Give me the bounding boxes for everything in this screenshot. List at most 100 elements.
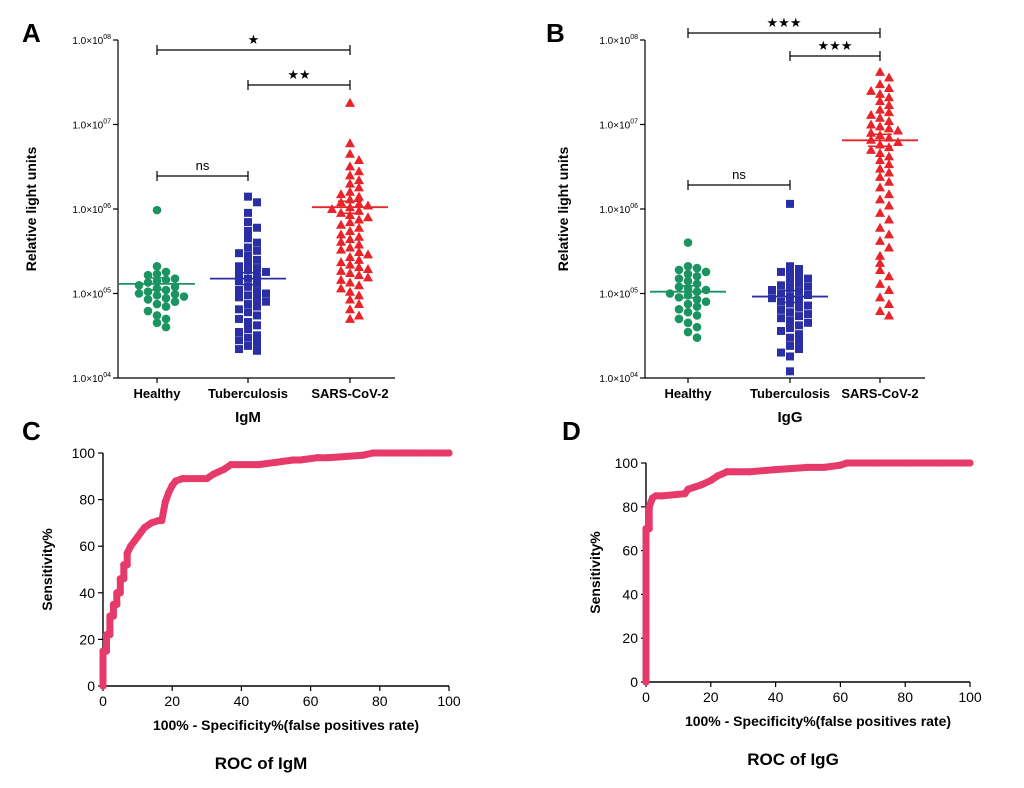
roc-point xyxy=(106,631,114,639)
point-tuberculosis xyxy=(786,199,794,208)
point-healthy xyxy=(161,275,171,285)
point-sars-cov-2 xyxy=(354,299,364,309)
point-healthy xyxy=(170,289,180,299)
point-healthy xyxy=(674,305,684,314)
x-tick-label: 100 xyxy=(958,689,982,705)
roc-point xyxy=(313,454,322,462)
roc-point xyxy=(113,600,121,609)
y-tick-base: 1.0×10 xyxy=(599,121,630,132)
panel-d-igg-roc: 0 20 40 60 80 100 0 20 40 60 80 100 Sensitivity% 100%… xyxy=(587,455,982,769)
roc-point xyxy=(172,477,180,485)
group-label-1: Tuberculosis xyxy=(208,386,288,401)
x-tick-label: 80 xyxy=(372,693,388,709)
point-sars-cov-2 xyxy=(345,277,355,287)
roc-point xyxy=(109,612,117,620)
y-tick-base: 1.0×10 xyxy=(72,205,103,216)
point-sars-cov-2 xyxy=(884,285,894,295)
point-sars-cov-2 xyxy=(893,125,903,135)
point-sars-cov-2 xyxy=(345,217,355,227)
y-tick-exponent: 04 xyxy=(630,372,638,379)
roc-curve xyxy=(642,459,974,686)
x-axis-title: IgG xyxy=(778,409,803,426)
roc-point xyxy=(324,454,332,462)
point-sars-cov-2 xyxy=(875,207,885,217)
y-tick-label: 60 xyxy=(79,538,95,554)
y-tick-base: 1.0×10 xyxy=(599,36,630,47)
y-tick-exponent: 07 xyxy=(103,119,111,126)
point-sars-cov-2 xyxy=(354,182,364,192)
roc-point xyxy=(843,459,851,467)
point-sars-cov-2 xyxy=(866,85,876,95)
roc-point xyxy=(713,472,721,480)
y-tick-label: 20 xyxy=(622,630,638,646)
point-sars-cov-2 xyxy=(875,79,885,89)
y-tick-base: 1.0×10 xyxy=(599,205,630,216)
point-sars-cov-2 xyxy=(884,167,894,177)
y-tick-label: 80 xyxy=(79,492,95,508)
y-tick-base: 1.0×10 xyxy=(599,374,630,385)
point-tuberculosis xyxy=(253,346,261,355)
point-tuberculosis xyxy=(804,274,812,283)
point-healthy xyxy=(152,311,162,320)
y-tick-label: 20 xyxy=(79,631,95,647)
point-tuberculosis xyxy=(244,333,252,342)
point-healthy xyxy=(152,318,162,328)
point-tuberculosis xyxy=(777,326,785,335)
roc-point xyxy=(116,589,124,597)
point-tuberculosis xyxy=(804,301,812,310)
point-sars-cov-2 xyxy=(875,95,885,105)
point-healthy xyxy=(143,287,153,297)
point-sars-cov-2 xyxy=(336,283,346,293)
point-sars-cov-2 xyxy=(875,121,885,131)
point-sars-cov-2 xyxy=(875,257,885,267)
point-tuberculosis xyxy=(235,249,243,258)
point-sars-cov-2 xyxy=(336,236,346,246)
y-tick-exponent: 08 xyxy=(103,34,111,41)
point-healthy xyxy=(692,333,702,342)
point-tuberculosis xyxy=(786,352,794,361)
y-tick-exponent: 08 xyxy=(630,34,638,41)
point-tuberculosis xyxy=(235,293,243,302)
point-tuberculosis xyxy=(244,234,252,243)
roc-point xyxy=(772,465,780,474)
point-tuberculosis xyxy=(253,295,261,304)
roc-point xyxy=(697,481,705,489)
y-tick-label: 80 xyxy=(622,499,638,515)
roc-point xyxy=(120,575,128,583)
point-sars-cov-2 xyxy=(875,278,885,288)
roc-point xyxy=(836,461,845,469)
point-sars-cov-2 xyxy=(884,123,894,133)
point-sars-cov-2 xyxy=(354,246,364,256)
point-sars-cov-2 xyxy=(866,119,876,129)
panel-letter-b: B xyxy=(546,18,565,48)
point-healthy xyxy=(152,269,162,279)
panel-letter-a: A xyxy=(22,18,41,48)
point-healthy xyxy=(161,314,171,324)
point-healthy xyxy=(692,311,702,320)
point-healthy xyxy=(701,267,711,277)
point-tuberculosis xyxy=(262,297,270,306)
y-tick-exponent: 06 xyxy=(103,203,111,210)
point-healthy xyxy=(692,263,702,273)
point-sars-cov-2 xyxy=(345,286,355,296)
point-tuberculosis xyxy=(244,208,252,217)
point-sars-cov-2 xyxy=(345,97,355,107)
point-sars-cov-2 xyxy=(884,310,894,320)
roc-point xyxy=(901,459,909,467)
y-tick-base: 1.0×10 xyxy=(599,290,630,301)
point-sars-cov-2 xyxy=(345,209,355,219)
panel-b-igg-scatter: 1.0×10041.0×10051.0×10061.0×10071.0×1008… xyxy=(555,15,925,426)
point-sars-cov-2 xyxy=(336,229,346,239)
roc-caption: ROC of IgM xyxy=(215,754,308,773)
point-sars-cov-2 xyxy=(336,244,346,254)
y-tick-label: 40 xyxy=(622,586,638,602)
point-healthy xyxy=(134,289,144,298)
point-sars-cov-2 xyxy=(345,170,355,180)
roc-point xyxy=(804,463,812,471)
point-tuberculosis xyxy=(786,341,794,350)
x-tick-label: 0 xyxy=(642,689,650,705)
point-sars-cov-2 xyxy=(345,186,355,196)
point-healthy xyxy=(161,322,171,332)
roc-point xyxy=(723,468,731,476)
point-healthy xyxy=(674,282,684,292)
